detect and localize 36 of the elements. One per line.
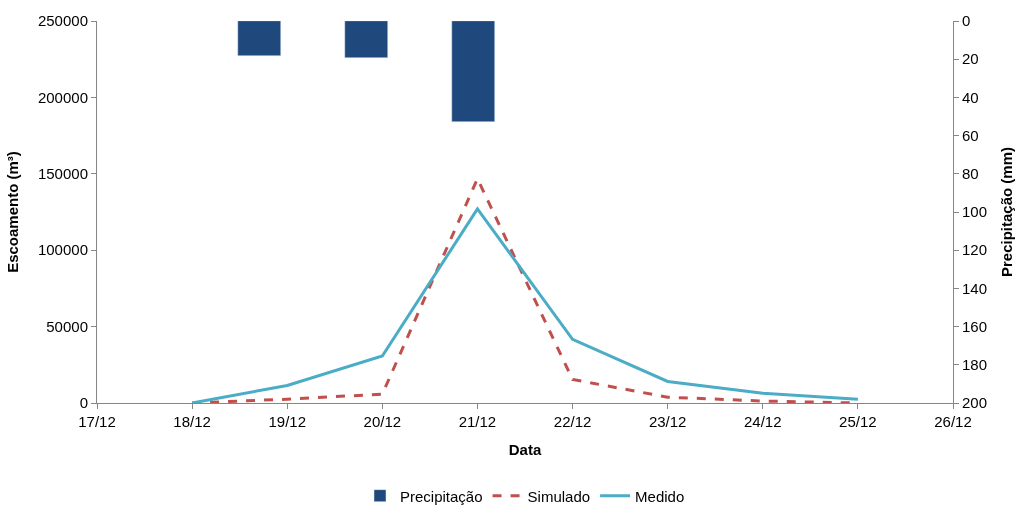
legend-label: Simulado — [527, 487, 591, 505]
x-tick-label: 21/12 — [458, 413, 497, 430]
y2-tick-label: 140 — [962, 279, 988, 297]
y2-tick-label: 180 — [962, 356, 988, 374]
y-tick-label: 0 — [79, 394, 88, 412]
bar — [451, 21, 495, 122]
y2-axis-title: Precipitação (mm) — [998, 146, 1016, 278]
y-tick-label: 150000 — [37, 165, 88, 183]
x-tick-label: 24/12 — [744, 413, 782, 430]
bar — [237, 21, 281, 56]
x-tick-label: 26/12 — [934, 413, 972, 430]
legend-label: Medido — [635, 487, 685, 505]
bar — [344, 21, 388, 58]
y2-tick-label: 200 — [962, 394, 988, 412]
y2-tick-label: 20 — [962, 50, 979, 68]
x-tick-label: 20/12 — [363, 413, 402, 430]
x-tick-label: 19/12 — [268, 413, 306, 430]
x-tick-label: 18/12 — [173, 413, 211, 430]
x-tick-label: 22/12 — [553, 413, 592, 430]
x-tick-label: 25/12 — [839, 413, 877, 430]
x-axis-title: Data — [508, 441, 542, 458]
x-tick-label: 23/12 — [648, 413, 687, 430]
y-axis-title: Escoamento (m³) — [4, 151, 22, 273]
y2-tick-label: 100 — [962, 203, 988, 221]
y-tick-label: 250000 — [37, 12, 88, 30]
x-tick-label: 17/12 — [78, 413, 116, 430]
y-tick-label: 100000 — [37, 241, 88, 259]
y-tick-label: 50000 — [46, 317, 88, 335]
y2-tick-label: 80 — [962, 165, 979, 183]
y2-tick-label: 60 — [962, 126, 979, 144]
y2-tick-label: 160 — [962, 317, 988, 335]
y2-tick-label: 0 — [962, 12, 971, 30]
legend-label: Precipitação — [400, 487, 483, 505]
y2-tick-label: 120 — [962, 241, 988, 259]
y-tick-label: 200000 — [37, 88, 88, 106]
y2-tick-label: 40 — [962, 88, 979, 106]
